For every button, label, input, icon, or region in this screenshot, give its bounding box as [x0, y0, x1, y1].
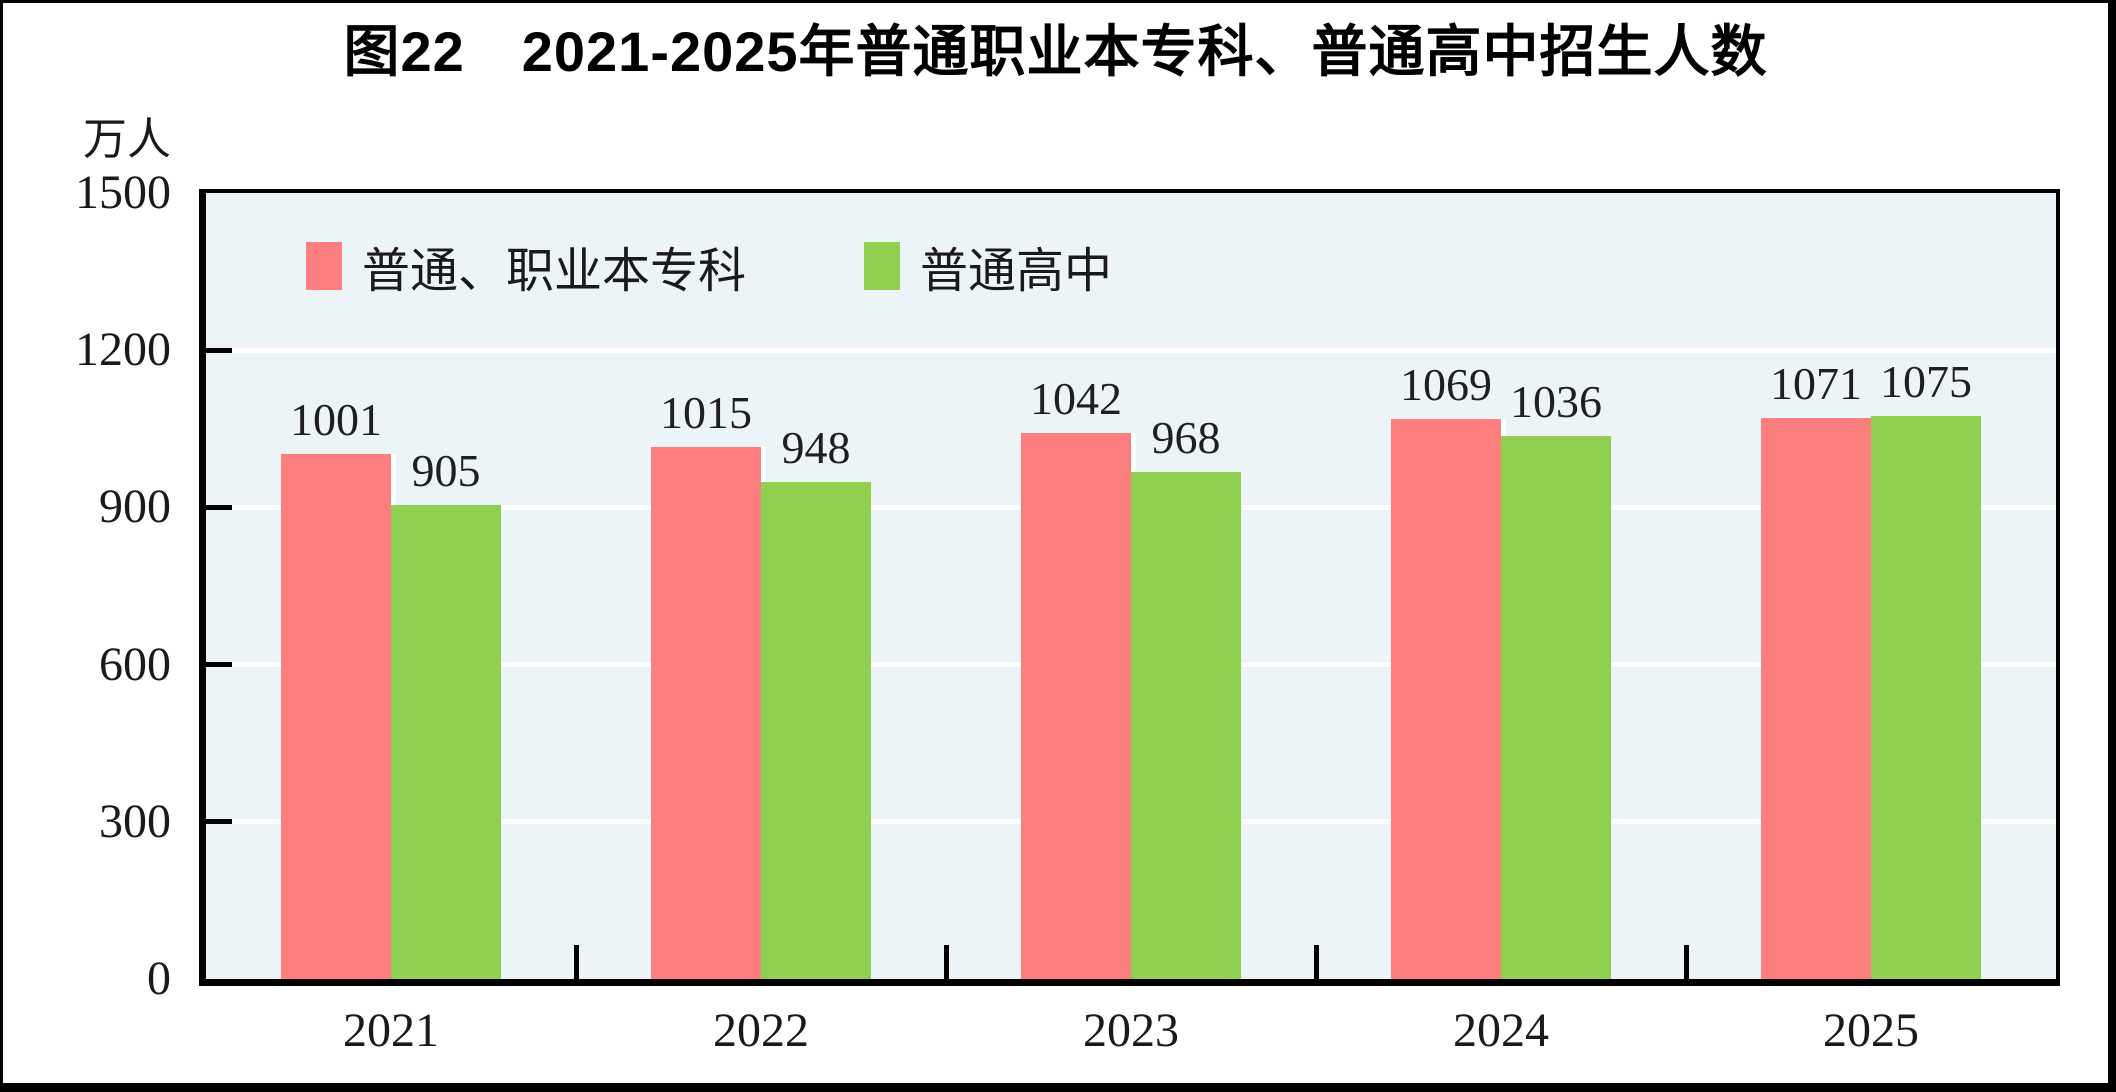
legend-item-red-series: 普通、职业本专科 [306, 231, 746, 301]
y-tick-1200 [206, 347, 232, 353]
x-tick-boundary-1 [573, 945, 579, 979]
y-label-900: 900 [99, 480, 171, 534]
value-label-green-2021: 905 [411, 444, 481, 496]
legend-label-green-series: 普通高中 [920, 245, 1113, 298]
bar-red-2022 [651, 447, 766, 979]
bar-red-2025 [1761, 417, 1876, 979]
plot-area: 1001 905 1015 948 1042 968 1069 1036 1071 1075 普通… [199, 189, 2060, 986]
x-label-2021: 2021 [343, 1004, 439, 1057]
x-label-2023: 2023 [1083, 1004, 1179, 1057]
x-tick-boundary-2 [943, 945, 949, 979]
value-label-red-2021: 1001 [290, 394, 382, 446]
value-label-red-2023: 1042 [1030, 373, 1122, 424]
value-label-red-2024: 1069 [1400, 358, 1492, 410]
y-tick-900 [206, 504, 232, 510]
bar-green-2025 [1871, 415, 1981, 979]
x-label-2022: 2022 [713, 1004, 809, 1057]
x-label-2025: 2025 [1823, 1004, 1919, 1057]
red-legend-swatch-icon [306, 242, 342, 290]
bar-red-2021 [281, 454, 396, 979]
x-tick-boundary-4 [1683, 945, 1689, 979]
y-label-1200: 1200 [75, 323, 171, 377]
value-label-red-2025: 1071 [1770, 357, 1862, 409]
y-label-300: 300 [99, 794, 171, 848]
value-label-green-2023: 968 [1151, 411, 1221, 463]
y-axis-unit-label: 万人 [83, 115, 171, 164]
bar-green-2021 [391, 504, 501, 979]
legend-item-green-series: 普通高中 [864, 231, 1112, 301]
value-label-green-2024: 1036 [1510, 376, 1602, 428]
y-tick-300 [206, 819, 232, 825]
green-legend-swatch-icon [864, 242, 901, 290]
value-label-red-2022: 1015 [660, 387, 752, 439]
value-label-green-2025: 1075 [1880, 355, 1972, 407]
chart-title: 图22 2021-2025年普通职业本专科、普通高中招生人数 [343, 20, 1768, 83]
legend-label-red-series: 普通、职业本专科 [362, 245, 747, 298]
value-label-green-2022: 948 [781, 422, 851, 474]
y-tick-600 [206, 662, 232, 668]
y-label-1500: 1500 [75, 166, 171, 219]
bar-red-2023 [1021, 433, 1136, 979]
bar-green-2022 [761, 482, 871, 979]
y-label-600: 600 [99, 637, 171, 691]
y-label-0: 0 [147, 952, 171, 1005]
bar-red-2024 [1391, 418, 1506, 979]
x-label-2024: 2024 [1453, 1004, 1549, 1057]
legend: 普通、职业本专科 普通高中 [306, 231, 1112, 301]
bar-green-2024 [1501, 436, 1611, 979]
bar-green-2023 [1131, 471, 1241, 979]
gridline-1200 [206, 347, 2056, 353]
x-tick-boundary-3 [1313, 945, 1319, 979]
